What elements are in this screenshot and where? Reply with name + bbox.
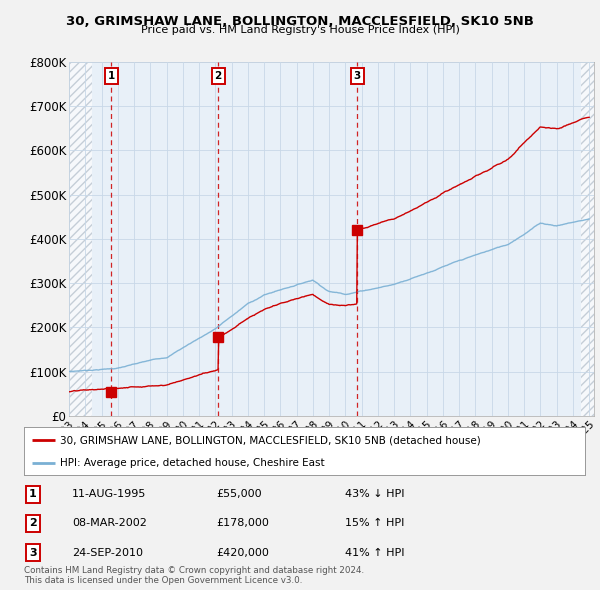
Text: HPI: Average price, detached house, Cheshire East: HPI: Average price, detached house, Ches… (61, 458, 325, 468)
Text: Price paid vs. HM Land Registry's House Price Index (HPI): Price paid vs. HM Land Registry's House … (140, 25, 460, 35)
Text: Contains HM Land Registry data © Crown copyright and database right 2024.
This d: Contains HM Land Registry data © Crown c… (24, 566, 364, 585)
Text: 2: 2 (215, 71, 222, 81)
Text: 11-AUG-1995: 11-AUG-1995 (72, 490, 146, 499)
Text: 2: 2 (29, 519, 37, 528)
Text: £420,000: £420,000 (216, 548, 269, 558)
Text: 43% ↓ HPI: 43% ↓ HPI (345, 490, 404, 499)
Text: 41% ↑ HPI: 41% ↑ HPI (345, 548, 404, 558)
Text: £178,000: £178,000 (216, 519, 269, 528)
Text: 3: 3 (353, 71, 361, 81)
Text: 30, GRIMSHAW LANE, BOLLINGTON, MACCLESFIELD, SK10 5NB: 30, GRIMSHAW LANE, BOLLINGTON, MACCLESFI… (66, 15, 534, 28)
Text: 30, GRIMSHAW LANE, BOLLINGTON, MACCLESFIELD, SK10 5NB (detached house): 30, GRIMSHAW LANE, BOLLINGTON, MACCLESFI… (61, 435, 481, 445)
Text: 24-SEP-2010: 24-SEP-2010 (72, 548, 143, 558)
Text: £55,000: £55,000 (216, 490, 262, 499)
Text: 15% ↑ HPI: 15% ↑ HPI (345, 519, 404, 528)
Text: 08-MAR-2002: 08-MAR-2002 (72, 519, 147, 528)
Text: 1: 1 (108, 71, 115, 81)
Text: 3: 3 (29, 548, 37, 558)
Text: 1: 1 (29, 490, 37, 499)
